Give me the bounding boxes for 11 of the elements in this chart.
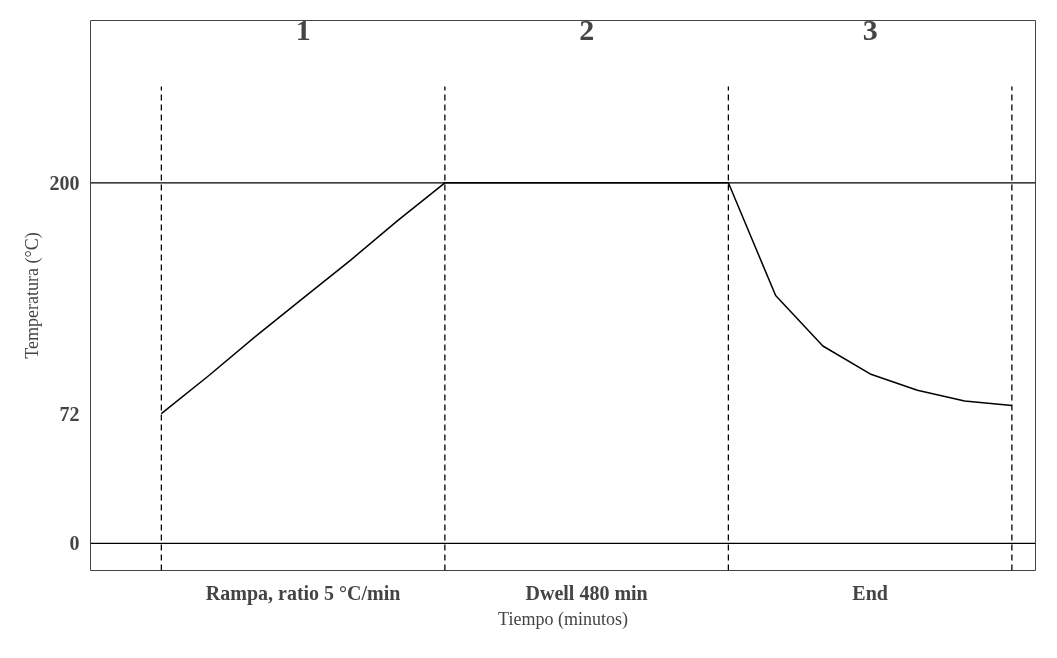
annotation: 2 — [579, 12, 595, 46]
annotation: 1 — [295, 12, 311, 46]
y-tick-label: 0 — [69, 532, 80, 555]
y-axis-title: Temperatura (°C) — [21, 232, 43, 359]
x-axis-title: Tiempo (minutos) — [498, 608, 628, 630]
y-tick-label: 200 — [49, 171, 80, 194]
text: Rampa, ratio 5 °C/min — [205, 581, 401, 605]
text: End — [852, 581, 888, 604]
text: Dwell 480 min — [525, 581, 648, 604]
y-tick-label: 72 — [59, 402, 80, 425]
annotation: 3 — [862, 12, 878, 46]
